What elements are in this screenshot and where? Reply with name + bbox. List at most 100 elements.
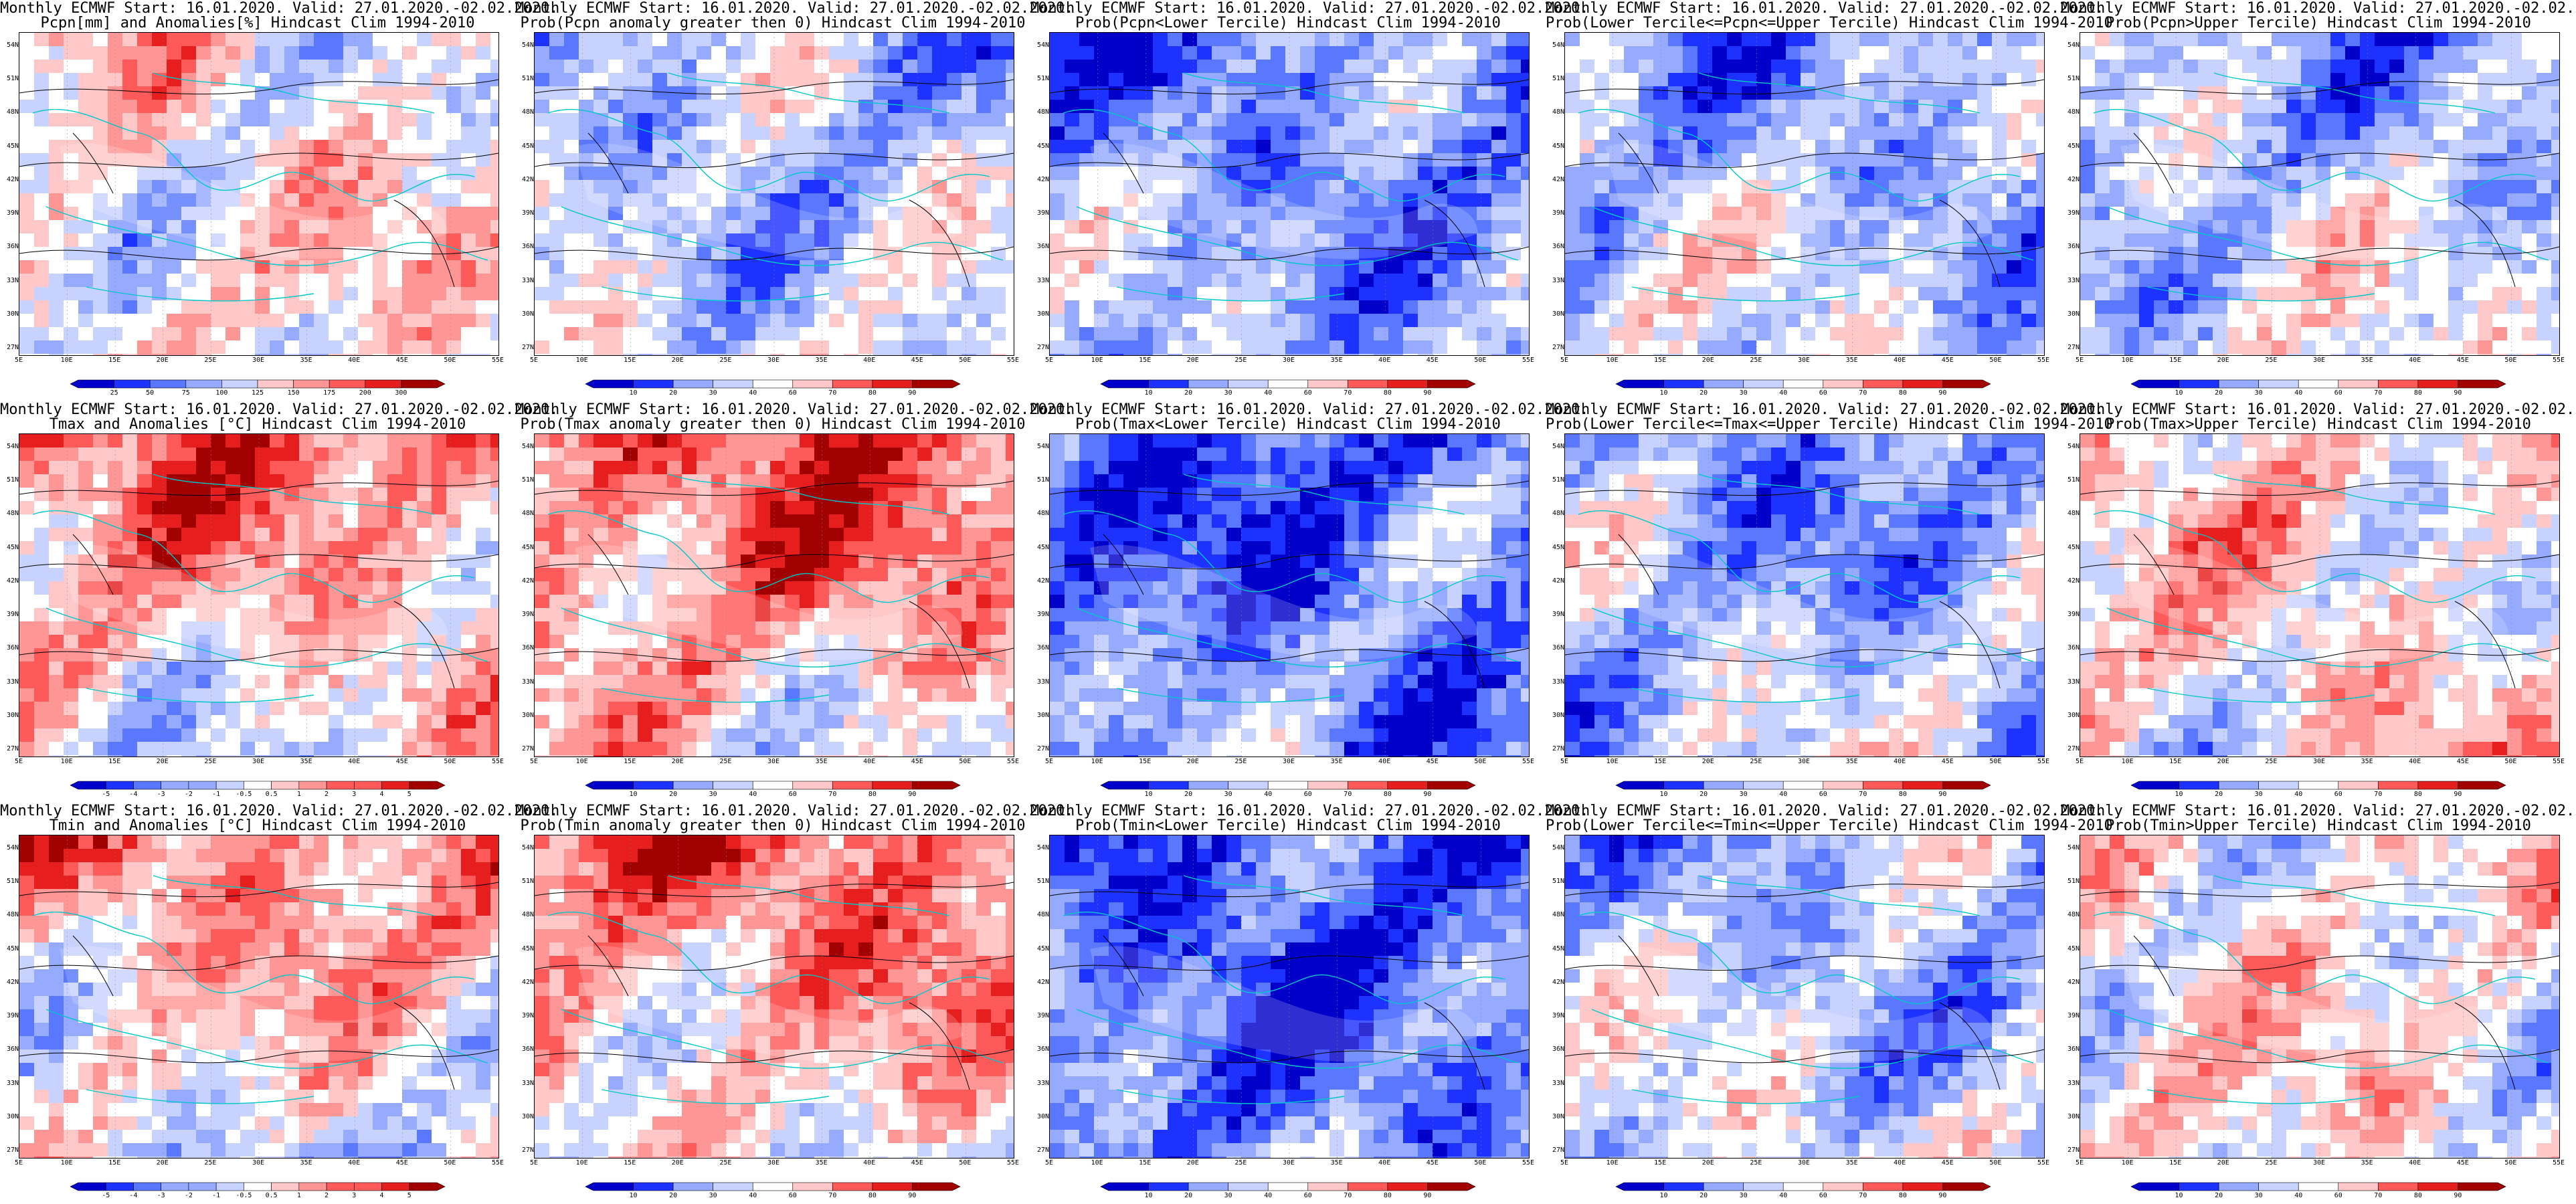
latitude-label: 51N bbox=[521, 476, 534, 484]
panel-title-line2: Tmax and Anomalies [°C] Hindcast Clim 19… bbox=[49, 416, 466, 433]
panel-title-line1: Monthly ECMWF Start: 16.01.2020. Valid: … bbox=[0, 401, 559, 418]
longitude-label: 35E bbox=[815, 357, 828, 364]
colorbar-swatches bbox=[1615, 781, 1991, 790]
contour-lines bbox=[1050, 480, 1529, 689]
colorbar-tick-label: -2 bbox=[184, 791, 193, 798]
latitude-label: 45N bbox=[6, 944, 19, 952]
latitude-label: 33N bbox=[6, 276, 19, 284]
latitude-label: 30N bbox=[1036, 711, 1049, 719]
colorbar-tick-label: 90 bbox=[1938, 1192, 1947, 1199]
longitude-label: 35E bbox=[2361, 357, 2373, 364]
longitude-label: 20E bbox=[1186, 357, 1199, 364]
longitude-label: 30E bbox=[2312, 1159, 2326, 1167]
latitude-label: 54N bbox=[521, 443, 534, 450]
colorbar-tick-label: 30 bbox=[1739, 389, 1748, 397]
sea-region bbox=[1605, 143, 1993, 260]
longitude-label: 25E bbox=[719, 1159, 732, 1167]
colorbar-tick-label: 70 bbox=[828, 1192, 837, 1199]
latitude-label: 39N bbox=[2067, 209, 2080, 217]
colorbar-tick-label: -5 bbox=[102, 791, 110, 798]
longitude-label: 15E bbox=[624, 1159, 636, 1167]
latitude-label: 42N bbox=[521, 175, 534, 183]
forecast-map bbox=[1564, 433, 2045, 757]
forecast-field bbox=[19, 835, 498, 1158]
latitude-label: 48N bbox=[2067, 911, 2080, 919]
longitude-label: 45E bbox=[395, 758, 408, 765]
longitude-label: 15E bbox=[1139, 357, 1152, 364]
longitude-label: 20E bbox=[1701, 357, 1714, 364]
latitude-label: 54N bbox=[1036, 443, 1049, 450]
longitude-label: 30E bbox=[1282, 758, 1295, 765]
colorbar-tick-label: 40 bbox=[1779, 791, 1788, 798]
forecast-panel: Monthly ECMWF Start: 16.01.2020. Valid: … bbox=[515, 401, 1074, 803]
sea-region bbox=[2120, 946, 2508, 1062]
latitude-label: 27N bbox=[521, 1146, 534, 1154]
colorbar-tick-label: 40 bbox=[1264, 1192, 1273, 1199]
colorbar-swatches bbox=[2130, 379, 2506, 389]
forecast-map bbox=[1049, 433, 1530, 757]
sea-region bbox=[60, 143, 448, 260]
longitude-label: 55E bbox=[491, 357, 504, 364]
latitude-label: 54N bbox=[6, 844, 19, 851]
colorbar-tick-label: 30 bbox=[2254, 1192, 2263, 1199]
latitude-label: 27N bbox=[2067, 344, 2080, 351]
longitude-label: 20E bbox=[671, 1159, 684, 1167]
latitude-label: 39N bbox=[1036, 209, 1049, 217]
forecast-field bbox=[535, 835, 1014, 1158]
colorbar: 10 20 30 40 60 70 80 90 bbox=[1615, 781, 1991, 800]
longitude-label: 45E bbox=[1941, 1159, 1954, 1167]
latitude-label: 30N bbox=[1552, 310, 1564, 318]
contour-lines bbox=[1565, 480, 2044, 689]
coastline bbox=[547, 72, 1004, 302]
longitude-label: 40E bbox=[1894, 357, 1906, 364]
latitude-label: 45N bbox=[521, 543, 534, 551]
sea-region bbox=[1090, 143, 1478, 260]
contour-lines bbox=[2080, 480, 2559, 689]
longitude-label: 10E bbox=[60, 758, 73, 765]
colorbar-tick-label: 80 bbox=[2413, 389, 2422, 397]
forecast-panel: Monthly ECMWF Start: 16.01.2020. Valid: … bbox=[2061, 401, 2576, 803]
longitude-label: 30E bbox=[1797, 758, 1811, 765]
colorbar-tick-label: 20 bbox=[1699, 1192, 1708, 1199]
panel-title-line1: Monthly ECMWF Start: 16.01.2020. Valid: … bbox=[2061, 0, 2576, 17]
panel-title-line2: Prob(Tmax anomaly greater then 0) Hindca… bbox=[520, 416, 1026, 433]
latitude-label: 51N bbox=[6, 75, 19, 83]
coastline bbox=[32, 72, 488, 302]
latitude-label: 33N bbox=[521, 1079, 534, 1087]
latitude-label: 36N bbox=[2067, 243, 2080, 251]
latitude-label: 36N bbox=[6, 1045, 19, 1054]
colorbar-tick-label: 60 bbox=[788, 791, 797, 798]
colorbar: 10 20 30 40 60 70 80 90 bbox=[1100, 781, 1476, 800]
longitude-label: 40E bbox=[1894, 758, 1906, 765]
colorbar-tick-label: 1 bbox=[296, 791, 301, 798]
longitude-label: 25E bbox=[204, 1159, 217, 1167]
latitude-label: 30N bbox=[6, 310, 19, 318]
colorbar-tick-label: 70 bbox=[2374, 389, 2383, 397]
panel-title-line2: Prob(Lower Tercile<=Tmin<=Upper Tercile)… bbox=[1546, 817, 2113, 834]
longitude-label: 40E bbox=[1378, 357, 1391, 364]
panel-title-line1: Monthly ECMWF Start: 16.01.2020. Valid: … bbox=[1030, 803, 1589, 819]
colorbar-tick-label: 70 bbox=[1344, 791, 1352, 798]
colorbar-tick-label: 90 bbox=[2454, 791, 2462, 798]
panel-title-line1: Monthly ECMWF Start: 16.01.2020. Valid: … bbox=[1546, 803, 2104, 819]
latitude-label: 51N bbox=[1552, 75, 1564, 83]
latitude-label: 33N bbox=[521, 678, 534, 686]
longitude-label: 10E bbox=[575, 758, 588, 765]
colorbar-tick-label: 40 bbox=[1779, 1192, 1788, 1199]
latitude-label: 48N bbox=[521, 510, 534, 518]
contour-lines bbox=[2080, 882, 2559, 1090]
forecast-map bbox=[19, 433, 499, 757]
longitude-label: 55E bbox=[491, 758, 504, 765]
panel-title-line1: Monthly ECMWF Start: 16.01.2020. Valid: … bbox=[515, 401, 1074, 418]
contour-lines bbox=[19, 480, 498, 689]
colorbar-tick-label: 175 bbox=[323, 389, 336, 397]
latitude-label: 36N bbox=[1036, 243, 1049, 251]
longitude-label: 10E bbox=[1606, 1159, 1619, 1167]
latitude-label: 48N bbox=[2067, 510, 2080, 518]
colorbar-tick-label: 90 bbox=[908, 389, 917, 397]
colorbar-tick-label: 2 bbox=[325, 791, 329, 798]
latitude-label: 36N bbox=[1552, 243, 1564, 251]
sea-region bbox=[575, 544, 963, 661]
latitude-label: 36N bbox=[6, 243, 19, 251]
longitude-label: 30E bbox=[767, 1159, 780, 1167]
